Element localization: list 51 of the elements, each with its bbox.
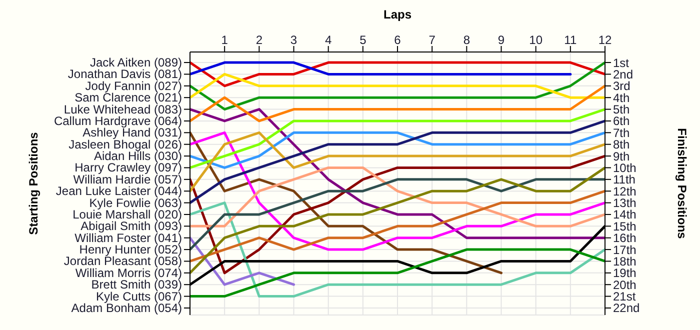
x-tick-label: 9 xyxy=(498,33,505,47)
y-tick-label: 17th xyxy=(613,242,636,257)
y-tick-label: 8th xyxy=(613,138,630,152)
y-tick-label: 2nd xyxy=(613,67,634,82)
y-tick-label: 21st xyxy=(613,290,636,304)
line-series xyxy=(190,84,605,122)
line-series xyxy=(190,108,605,169)
y-tick-label: 9th xyxy=(613,149,630,164)
y-axis-title: Finishing Positions xyxy=(674,128,689,240)
x-tick-label: 1 xyxy=(221,33,228,47)
y-tick-label: 1st xyxy=(613,56,630,70)
y-tick-label: 18th xyxy=(613,254,636,268)
x-tick-label: 12 xyxy=(598,33,612,47)
y-tick-label: 4th xyxy=(613,90,630,105)
text: Jack Aitken (089) xyxy=(90,56,182,70)
text: Starting Positions xyxy=(26,132,40,235)
x-tick-label: 4 xyxy=(324,33,332,47)
line-series xyxy=(190,131,605,169)
line-series xyxy=(190,61,605,111)
y-tick-label: 15th xyxy=(613,219,636,234)
line-series xyxy=(190,248,605,298)
x-tick-label: 7 xyxy=(428,33,436,47)
y-tick-label: 22nd xyxy=(613,301,640,316)
y-tick-label: 7th xyxy=(613,126,630,140)
y-tick-label: 19th xyxy=(613,266,636,280)
x-tick-label: 11 xyxy=(564,33,577,47)
y-tick-label: 6th xyxy=(613,114,630,128)
x-tick-label: 8 xyxy=(463,33,470,47)
x-tick-label: 6 xyxy=(394,33,402,47)
y-tick-label: 12th xyxy=(613,184,636,198)
x-tick-label: 5 xyxy=(360,33,367,47)
y-tick-label: 13th xyxy=(613,196,636,210)
x-tick-label: 10 xyxy=(529,33,543,47)
line-series xyxy=(190,131,605,192)
line-series xyxy=(190,131,605,251)
y-tick-label: 3rd xyxy=(613,79,630,94)
y-tick-label: 11th xyxy=(613,172,636,187)
x-tick-label: 2 xyxy=(256,33,263,47)
x-axis-title: Laps xyxy=(383,8,412,22)
line-series xyxy=(190,202,605,298)
y-tick-label: 5th xyxy=(613,102,630,117)
y-tick-label: 16th xyxy=(613,231,636,246)
y-tick-label: 20th xyxy=(613,278,636,292)
line-series xyxy=(190,178,605,251)
y-tick-label: 14th xyxy=(613,208,636,222)
line-series xyxy=(190,120,605,204)
x-tick-label: 3 xyxy=(290,33,298,47)
y-tick-label: 10th xyxy=(613,160,636,175)
line-series xyxy=(190,190,605,262)
line-series xyxy=(190,108,605,240)
line-series xyxy=(190,166,605,228)
